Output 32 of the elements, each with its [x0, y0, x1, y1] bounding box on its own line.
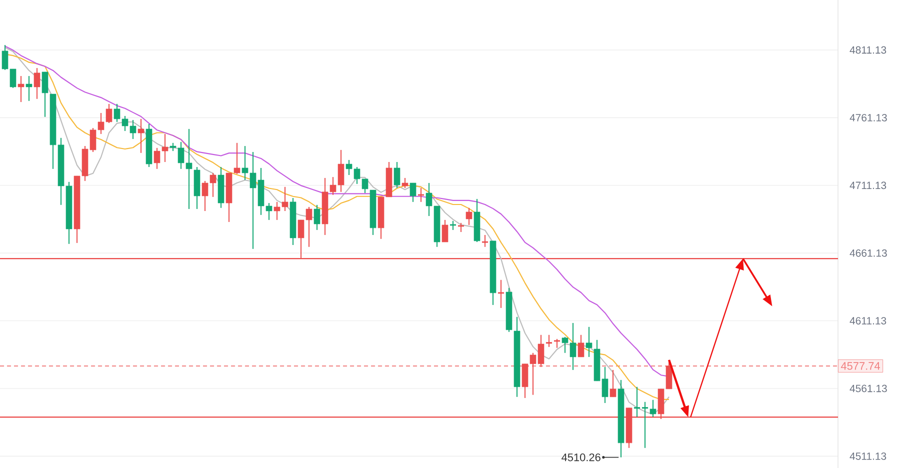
candlestick — [26, 76, 32, 102]
candlestick — [42, 71, 48, 118]
ref-line-label: 4577.74 — [840, 362, 880, 370]
candlestick — [138, 118, 144, 154]
candlestick — [417, 187, 425, 202]
y-tick-label: 4561.13 — [850, 384, 887, 392]
candlestick — [586, 326, 592, 358]
y-tick-label: 4761.13 — [850, 114, 887, 122]
candlestick — [410, 182, 416, 202]
candlestick — [633, 386, 641, 418]
candlestick — [466, 207, 472, 226]
y-tick-label: 4511.13 — [850, 452, 886, 460]
candlestick — [610, 369, 616, 398]
candlestick — [457, 222, 465, 232]
candlestick — [650, 399, 656, 418]
candlestick — [314, 204, 320, 230]
candlestick — [545, 334, 553, 348]
candlestick — [578, 334, 584, 358]
candlestick — [34, 68, 40, 100]
candlestick — [449, 220, 457, 230]
candlestick — [442, 219, 448, 243]
candlestick — [497, 279, 505, 308]
candlestick — [394, 161, 400, 188]
y-tick-label: 4811.13 — [850, 46, 886, 54]
y-tick-label: 4661.13 — [850, 249, 887, 257]
y-tick-label: 4711.13 — [850, 182, 886, 190]
candlestick — [402, 177, 408, 188]
y-tick-label: 4611.13 — [850, 317, 886, 324]
annotation: 4510.26 — [562, 453, 600, 462]
candlestick — [641, 401, 649, 448]
candlestick — [481, 234, 489, 248]
candlestick — [18, 76, 24, 103]
